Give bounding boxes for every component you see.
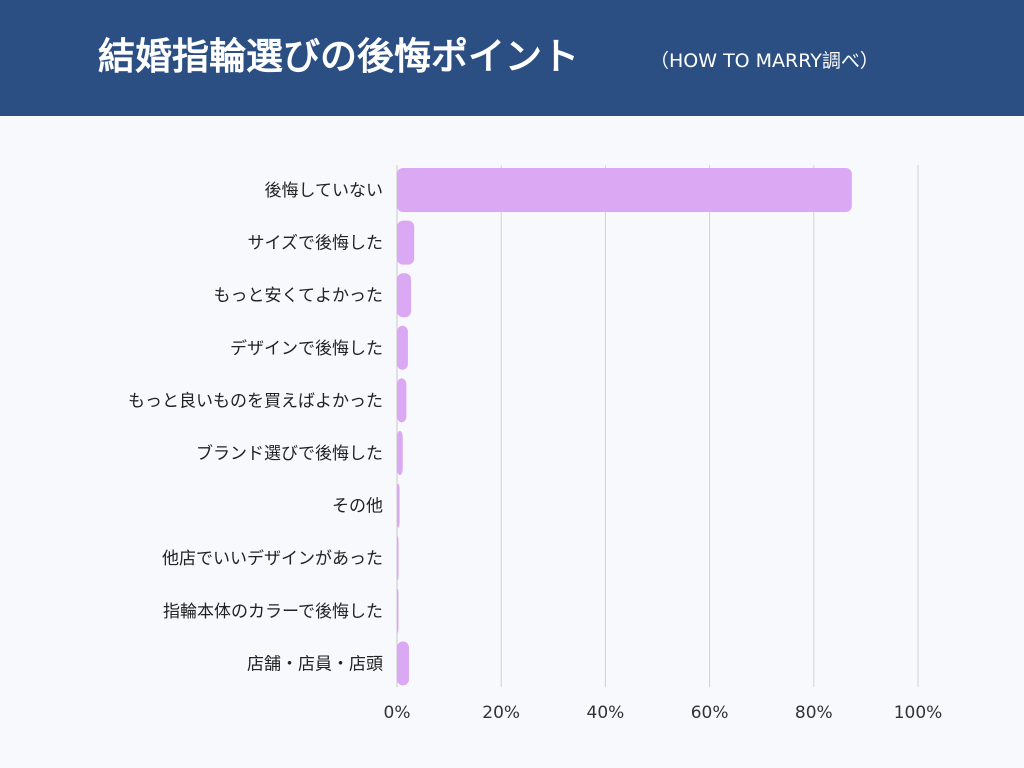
category-label: その他: [332, 497, 383, 517]
x-tick-label: 60%: [691, 703, 729, 723]
x-tick-label: 100%: [894, 703, 943, 723]
category-label: ブランド選びで後悔した: [196, 443, 383, 464]
category-label: 他店でいいデザインがあった: [162, 548, 383, 569]
category-label: 後悔していない: [265, 181, 384, 201]
x-tick-label: 20%: [482, 703, 520, 723]
category-label: 店舗・店員・店頭: [247, 654, 383, 674]
page-subtitle: （HOW TO MARRY調べ）: [650, 50, 879, 72]
grid-lines: [396, 165, 919, 687]
x-tick-label: 80%: [795, 703, 833, 723]
page-title: 結婚指輪選びの後悔ポイント: [98, 35, 579, 78]
bar: [397, 325, 408, 370]
category-label: サイズで後悔した: [248, 234, 384, 254]
category-label: デザインで後悔した: [230, 338, 383, 359]
bar: [397, 483, 400, 528]
category-labels: 後悔していないサイズで後悔したもっと安くてよかったデザインで後悔したもっと良いも…: [128, 181, 383, 674]
category-label: もっと安くてよかった: [214, 286, 384, 306]
x-tick-labels: 0% 20% 40% 60% 80% 100%: [384, 703, 943, 723]
bar: [397, 273, 412, 318]
bars-group: [397, 168, 852, 686]
bar: [397, 168, 852, 212]
bar: [397, 378, 407, 423]
bar: [397, 431, 403, 475]
x-tick-label: 0%: [384, 703, 411, 723]
bar: [397, 641, 409, 686]
x-tick-label: 40%: [587, 703, 625, 723]
bar: [397, 536, 399, 581]
category-label: もっと良いものを買えばよかった: [128, 391, 383, 411]
bar: [397, 220, 415, 265]
category-label: 指輪本体のカラーで後悔した: [163, 602, 383, 622]
bar: [397, 588, 399, 633]
header-banner: 結婚指輪選びの後悔ポイント （HOW TO MARRY調べ）: [0, 0, 1024, 116]
